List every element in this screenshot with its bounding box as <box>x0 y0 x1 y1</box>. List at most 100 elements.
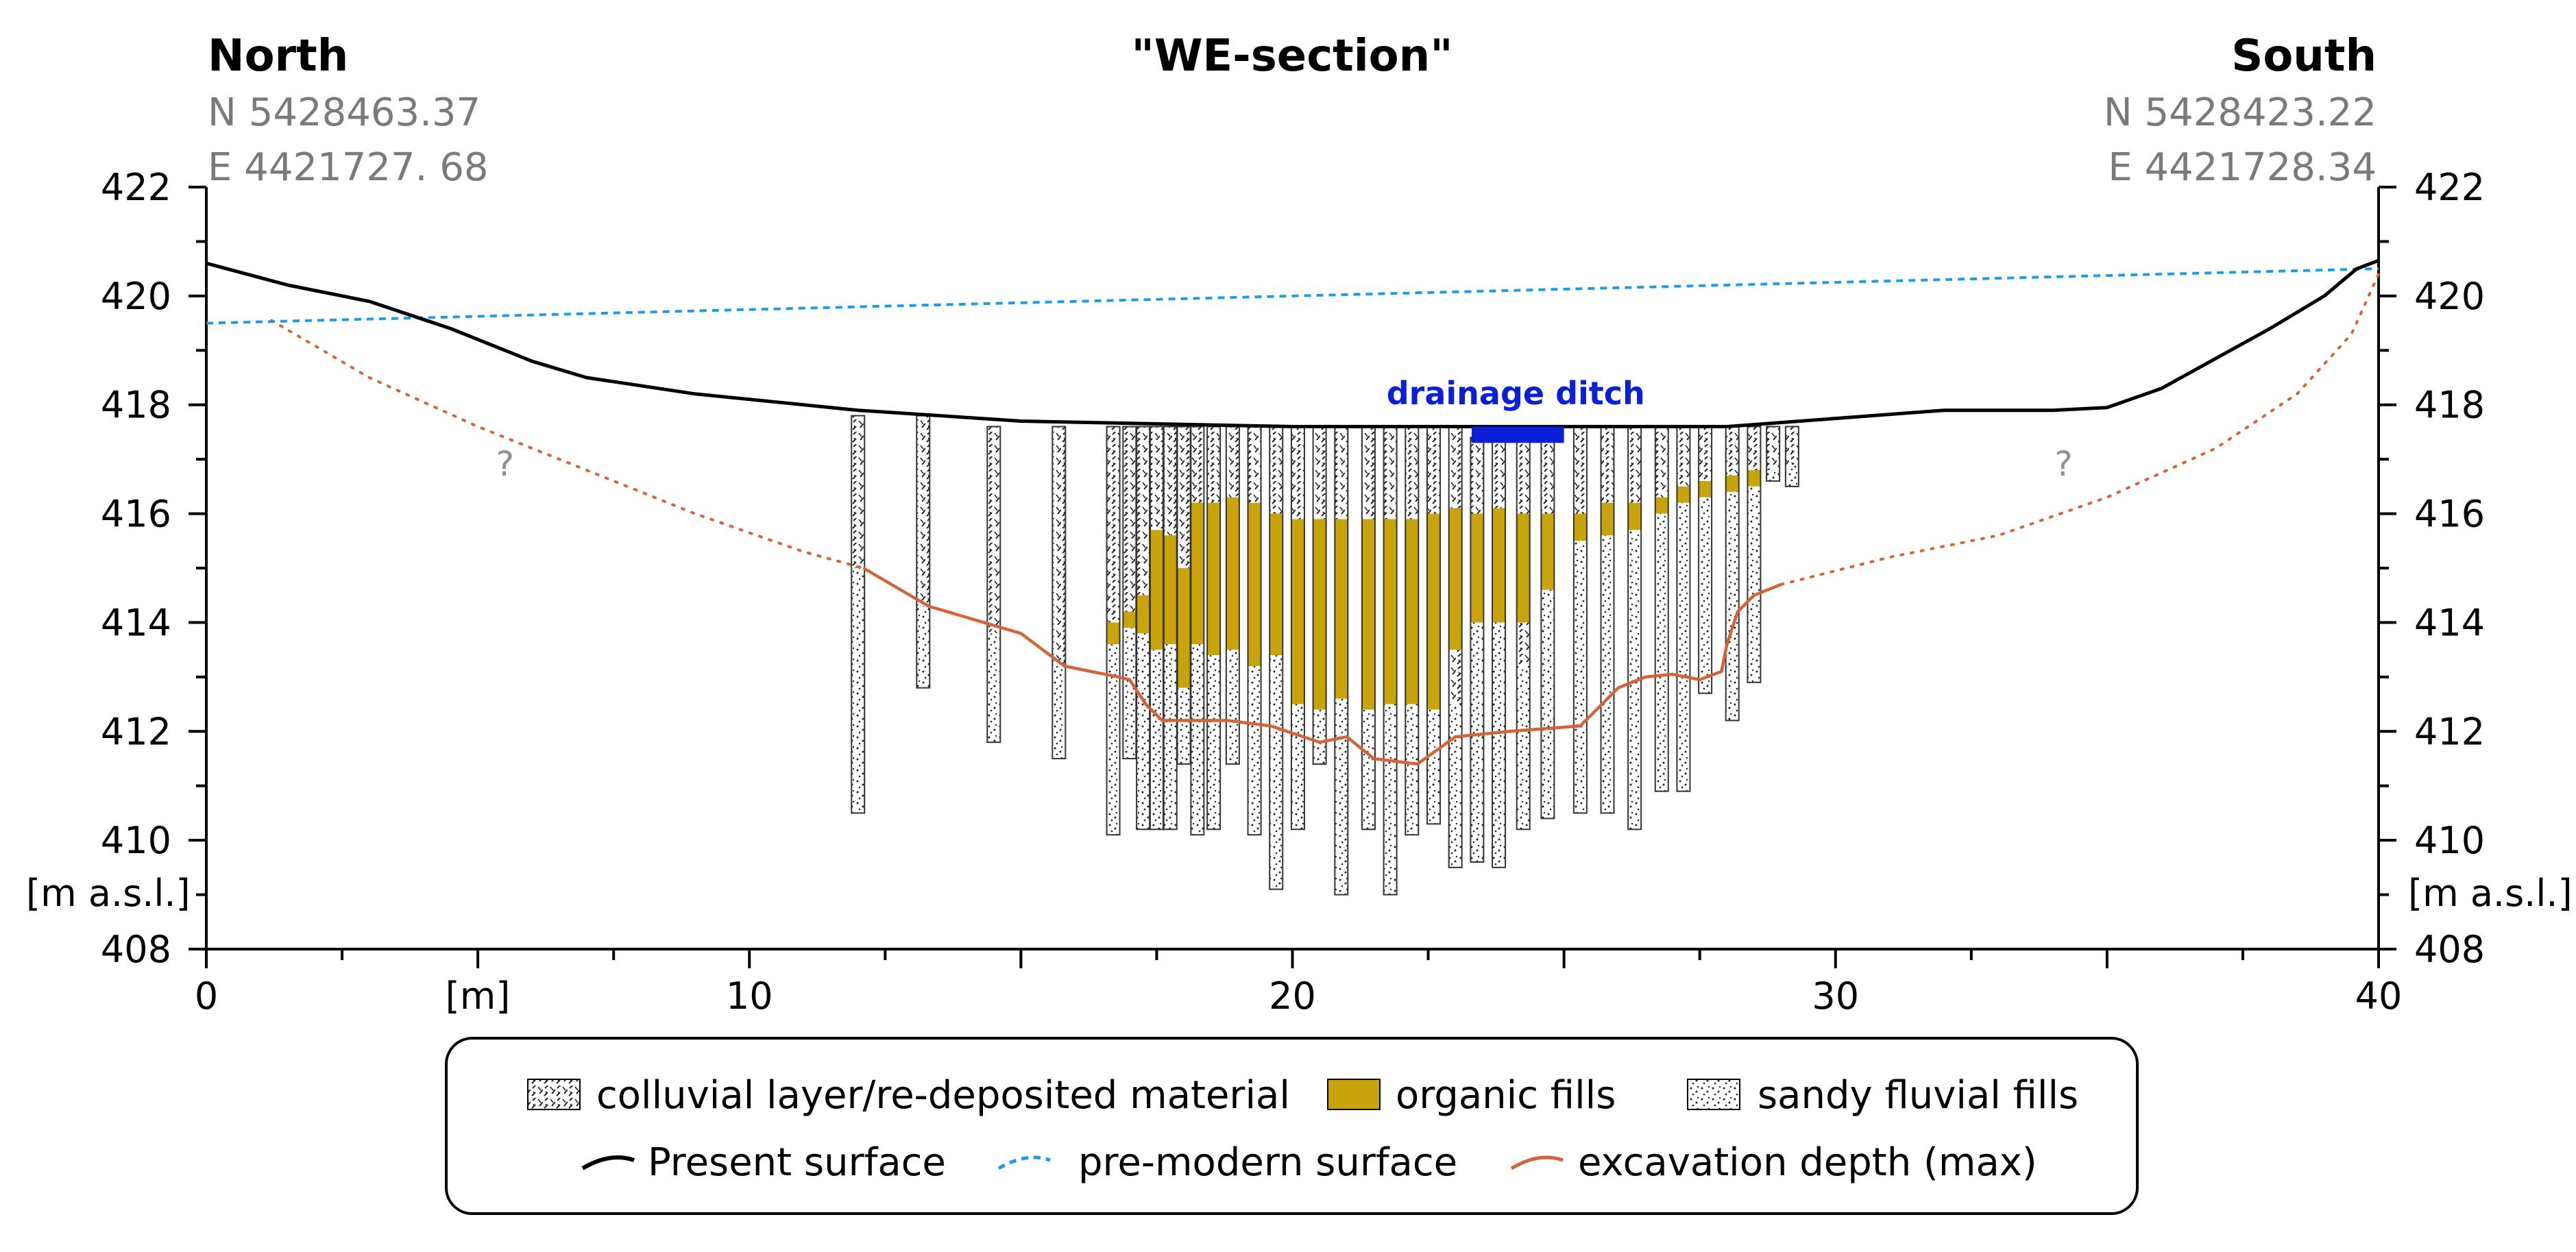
organic-fill-segment <box>1426 513 1440 710</box>
uncertainty-mark-south: ? <box>2054 444 2073 484</box>
y-tick-label-left: 420 <box>101 275 171 318</box>
core-column <box>1766 426 1781 482</box>
drainage-ditch-bar <box>1471 426 1564 443</box>
legend-label: excavation depth (max) <box>1578 1140 2037 1185</box>
sandy-fill-segment <box>1785 465 1799 487</box>
core-column <box>1269 426 1284 890</box>
core-column <box>1784 426 1799 487</box>
core-column <box>1247 426 1262 836</box>
organic-fill-segment <box>1747 470 1761 487</box>
core-outline <box>1052 426 1067 759</box>
colluvial-segment <box>1573 426 1587 514</box>
pre-modern-surface-line <box>206 267 2379 325</box>
colluvial-segment <box>1150 426 1163 530</box>
sandy-fill-segment <box>1541 589 1555 819</box>
y-tick-label-left: 418 <box>101 384 171 427</box>
south-e-coordinate: E 4421728.34 <box>2108 145 2377 190</box>
core-column <box>1698 426 1713 694</box>
core-column <box>1225 426 1240 765</box>
y-tick-label-left: 422 <box>101 166 171 209</box>
colluvial-segment <box>1601 426 1614 503</box>
south-n-coordinate: N 5428423.22 <box>2104 90 2377 135</box>
colluvial-segment <box>1335 426 1348 519</box>
north-n-coordinate: N 5428463.37 <box>208 90 481 135</box>
organic-fill-segment <box>1383 519 1397 704</box>
y-tick-label-right: 422 <box>2414 166 2485 209</box>
north-label: North <box>208 31 348 82</box>
organic-fill-segment <box>1448 508 1462 650</box>
core-column <box>1176 426 1191 765</box>
excavation-depth-line <box>862 567 1782 766</box>
core-column <box>1405 426 1420 836</box>
sandy-fill-segment <box>1573 541 1587 813</box>
colluvial-segment <box>1655 426 1668 498</box>
north-e-coordinate: E 4421727. 68 <box>208 145 488 190</box>
excavation-depth-uncertain-north-line <box>270 319 865 569</box>
core-column <box>1654 426 1669 792</box>
colluvial-segment <box>1226 426 1239 498</box>
core-column <box>1106 426 1121 836</box>
sandy-fill-segment <box>1335 698 1348 895</box>
organic-fill-segment <box>1405 519 1419 704</box>
organic-fill-segment <box>1601 502 1614 536</box>
core-column <box>1383 426 1398 896</box>
colluvial-segment <box>1448 650 1462 704</box>
core-column <box>1190 426 1205 836</box>
core-column <box>1600 426 1615 814</box>
core-column <box>1470 437 1485 863</box>
sandy-fill-segment <box>1269 655 1283 889</box>
y-tick-label-left: 414 <box>101 601 171 644</box>
colluvial-segment <box>1426 426 1440 514</box>
core-column <box>1206 426 1222 831</box>
core-column <box>1676 426 1691 792</box>
core-column <box>1747 426 1762 683</box>
organic-fill-segment <box>1699 480 1712 498</box>
legend-swatch-sand <box>1687 1079 1740 1110</box>
legend-label: organic fills <box>1396 1073 1616 1118</box>
sandy-fill-segment <box>1123 628 1137 759</box>
colluvial-segment <box>1383 426 1397 519</box>
organic-fill-segment <box>1226 497 1239 650</box>
core-column <box>1361 426 1376 831</box>
y-tick-label-right: 414 <box>2414 601 2485 644</box>
sandy-fill-segment <box>1313 709 1326 764</box>
legend-item: colluvial layer/re-deposited material <box>527 1073 1290 1118</box>
sandy-fill-segment <box>1426 709 1440 824</box>
core-column <box>851 415 866 814</box>
sandy-fill-segment <box>1448 704 1462 868</box>
sandy-fill-segment <box>1766 470 1780 481</box>
colluvial-segment <box>1541 437 1555 514</box>
core-outline <box>1784 426 1799 487</box>
core-column <box>1312 426 1327 765</box>
uncertainty-mark-north: ? <box>496 444 514 484</box>
core-column <box>1149 426 1164 831</box>
y-tick-label-left: 416 <box>101 493 171 536</box>
organic-fill-segment <box>1269 513 1283 656</box>
sandy-fill-segment <box>1470 622 1484 862</box>
organic-fill-segment <box>1361 519 1375 710</box>
core-column <box>1122 426 1137 759</box>
organic-fill-segment <box>1335 519 1348 699</box>
core-column <box>1572 426 1588 814</box>
organic-fill-segment <box>1137 595 1150 634</box>
core-column <box>1540 437 1555 820</box>
colluvial-segment <box>1516 622 1530 666</box>
colluvial-segment <box>916 415 930 606</box>
legend-box <box>445 1037 2139 1215</box>
core-column <box>1516 437 1531 831</box>
colluvial-segment <box>1207 426 1221 503</box>
colluvial-segment <box>1052 426 1066 666</box>
core-outline <box>1747 426 1762 683</box>
sandy-fill-segment <box>1052 665 1066 759</box>
organic-fill-segment <box>1470 513 1484 623</box>
sandy-fill-segment <box>1747 486 1761 683</box>
core-outline <box>1766 426 1781 482</box>
colluvial-segment <box>1405 426 1419 519</box>
present-surface-line <box>206 258 2379 428</box>
colluvial-segment <box>1725 426 1739 476</box>
legend-item: Present surface <box>581 1140 946 1185</box>
axis-ticks: 408 408 410 410 412 412 414 414 416 416 418 418 420 4… <box>101 166 2485 1018</box>
core-columns <box>851 415 1799 896</box>
colluvial-segment <box>1747 426 1761 471</box>
